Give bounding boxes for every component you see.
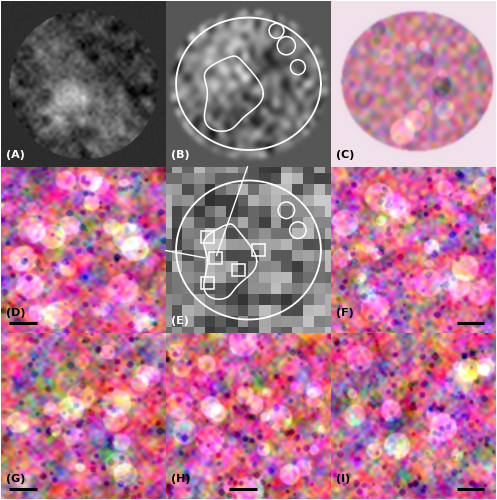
- Bar: [209, 252, 222, 264]
- Text: (E): (E): [171, 316, 189, 326]
- Text: (C): (C): [336, 150, 355, 160]
- Bar: [252, 244, 264, 256]
- Text: (B): (B): [171, 150, 190, 160]
- Bar: [201, 277, 214, 289]
- Text: (A): (A): [6, 150, 25, 160]
- Bar: [201, 230, 214, 243]
- Text: (F): (F): [336, 308, 354, 318]
- Text: (D): (D): [6, 308, 25, 318]
- Bar: [233, 264, 245, 276]
- Text: (G): (G): [6, 474, 25, 484]
- Text: (I): (I): [336, 474, 350, 484]
- Text: (H): (H): [171, 474, 191, 484]
